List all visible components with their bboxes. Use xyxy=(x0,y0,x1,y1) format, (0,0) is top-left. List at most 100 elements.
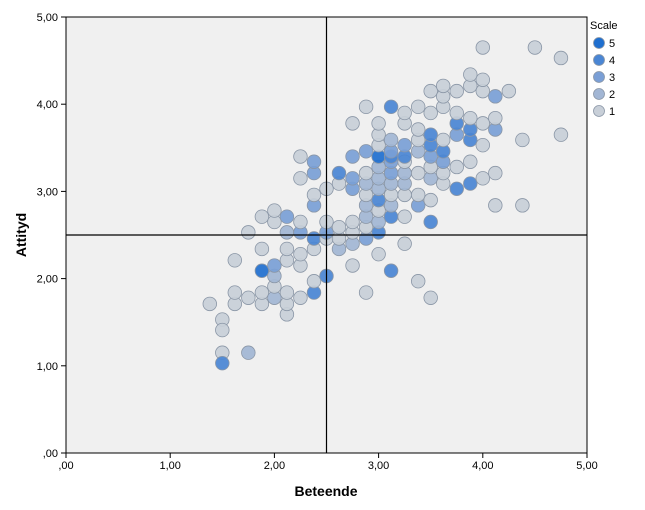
legend-marker xyxy=(593,37,605,49)
data-point xyxy=(306,231,322,246)
data-point xyxy=(463,67,478,82)
data-point xyxy=(397,209,412,224)
data-point xyxy=(527,40,543,55)
legend-label: 1 xyxy=(609,106,615,118)
data-point xyxy=(423,214,438,230)
data-point xyxy=(397,137,412,153)
data-point xyxy=(345,258,360,273)
data-point xyxy=(436,132,451,148)
data-point xyxy=(553,127,569,142)
legend-marker xyxy=(593,71,605,83)
data-point xyxy=(488,165,503,181)
data-point xyxy=(331,165,347,181)
data-point xyxy=(293,246,308,262)
data-point xyxy=(254,209,270,224)
data-point xyxy=(254,241,270,257)
data-point xyxy=(254,285,270,300)
data-point xyxy=(306,154,322,169)
data-point xyxy=(397,236,412,251)
data-point xyxy=(293,290,308,305)
x-tick-label: 2,00 xyxy=(264,460,285,472)
data-point xyxy=(383,99,399,115)
x-tick-label: ,00 xyxy=(58,460,73,472)
y-tick-label: 4,00 xyxy=(37,99,58,111)
data-point xyxy=(358,165,374,181)
data-point xyxy=(215,355,230,371)
data-point xyxy=(553,50,569,66)
data-point xyxy=(293,171,308,186)
x-tick-label: 5,00 xyxy=(576,460,597,472)
data-point xyxy=(293,149,308,164)
x-tick-label: 1,00 xyxy=(159,460,180,472)
legend: Scale 5 4 3 2 1 xyxy=(590,20,618,118)
data-point xyxy=(306,187,322,203)
legend-label: 5 xyxy=(609,38,615,50)
data-point xyxy=(410,165,426,181)
data-point xyxy=(410,99,426,115)
data-point xyxy=(345,116,360,131)
data-point xyxy=(254,263,270,278)
data-point xyxy=(279,225,295,240)
y-axis-ticks: ,00 1,00 2,00 3,00 4,00 5,00 xyxy=(37,12,66,460)
data-point xyxy=(345,149,360,164)
x-axis-title: Beteende xyxy=(294,483,357,499)
data-point xyxy=(475,40,491,55)
y-tick-label: ,00 xyxy=(43,448,58,460)
data-point xyxy=(436,78,451,94)
data-point xyxy=(267,258,282,273)
data-point xyxy=(279,285,295,300)
data-point xyxy=(371,116,386,131)
data-point xyxy=(306,274,322,289)
y-tick-label: 1,00 xyxy=(37,361,58,373)
data-point xyxy=(227,253,243,268)
data-point xyxy=(279,241,295,257)
legend-marker xyxy=(593,54,605,66)
data-point xyxy=(241,345,256,360)
data-point xyxy=(475,137,491,153)
x-axis-ticks: ,00 1,00 2,00 3,00 4,00 5,00 xyxy=(58,453,598,472)
legend-marker xyxy=(593,88,605,100)
data-point xyxy=(383,263,399,278)
data-point xyxy=(475,116,491,131)
y-tick-label: 3,00 xyxy=(37,186,58,198)
data-point xyxy=(241,225,256,240)
data-point xyxy=(423,127,438,142)
data-point xyxy=(410,122,426,137)
data-point xyxy=(463,176,478,191)
data-point xyxy=(397,105,412,121)
data-point xyxy=(410,274,426,289)
data-point xyxy=(488,198,503,213)
data-point xyxy=(501,83,517,99)
data-point xyxy=(227,285,243,300)
data-point xyxy=(449,159,464,175)
data-point xyxy=(215,322,230,338)
legend-label: 2 xyxy=(609,89,615,101)
data-point xyxy=(449,83,464,99)
data-point xyxy=(449,105,464,121)
data-point xyxy=(241,290,256,305)
legend-title: Scale xyxy=(590,20,618,32)
data-point xyxy=(279,209,295,224)
data-point xyxy=(383,132,399,148)
legend-label: 4 xyxy=(609,55,615,67)
y-tick-label: 5,00 xyxy=(37,12,58,24)
data-point xyxy=(358,285,374,300)
data-point xyxy=(331,219,347,235)
x-tick-label: 3,00 xyxy=(368,460,389,472)
data-point xyxy=(475,171,491,186)
data-point xyxy=(488,110,503,126)
data-point xyxy=(423,83,438,99)
y-tick-label: 2,00 xyxy=(37,274,58,286)
data-point xyxy=(202,296,217,312)
data-point xyxy=(267,203,282,218)
legend-marker xyxy=(593,105,605,117)
x-tick-label: 4,00 xyxy=(472,460,493,472)
data-point xyxy=(423,290,438,305)
data-point xyxy=(293,214,308,230)
y-axis-title: Attityd xyxy=(13,213,29,257)
data-point xyxy=(423,105,438,121)
data-point xyxy=(463,154,478,169)
legend-label: 3 xyxy=(609,72,615,84)
data-point xyxy=(358,144,374,159)
data-point xyxy=(475,72,491,87)
